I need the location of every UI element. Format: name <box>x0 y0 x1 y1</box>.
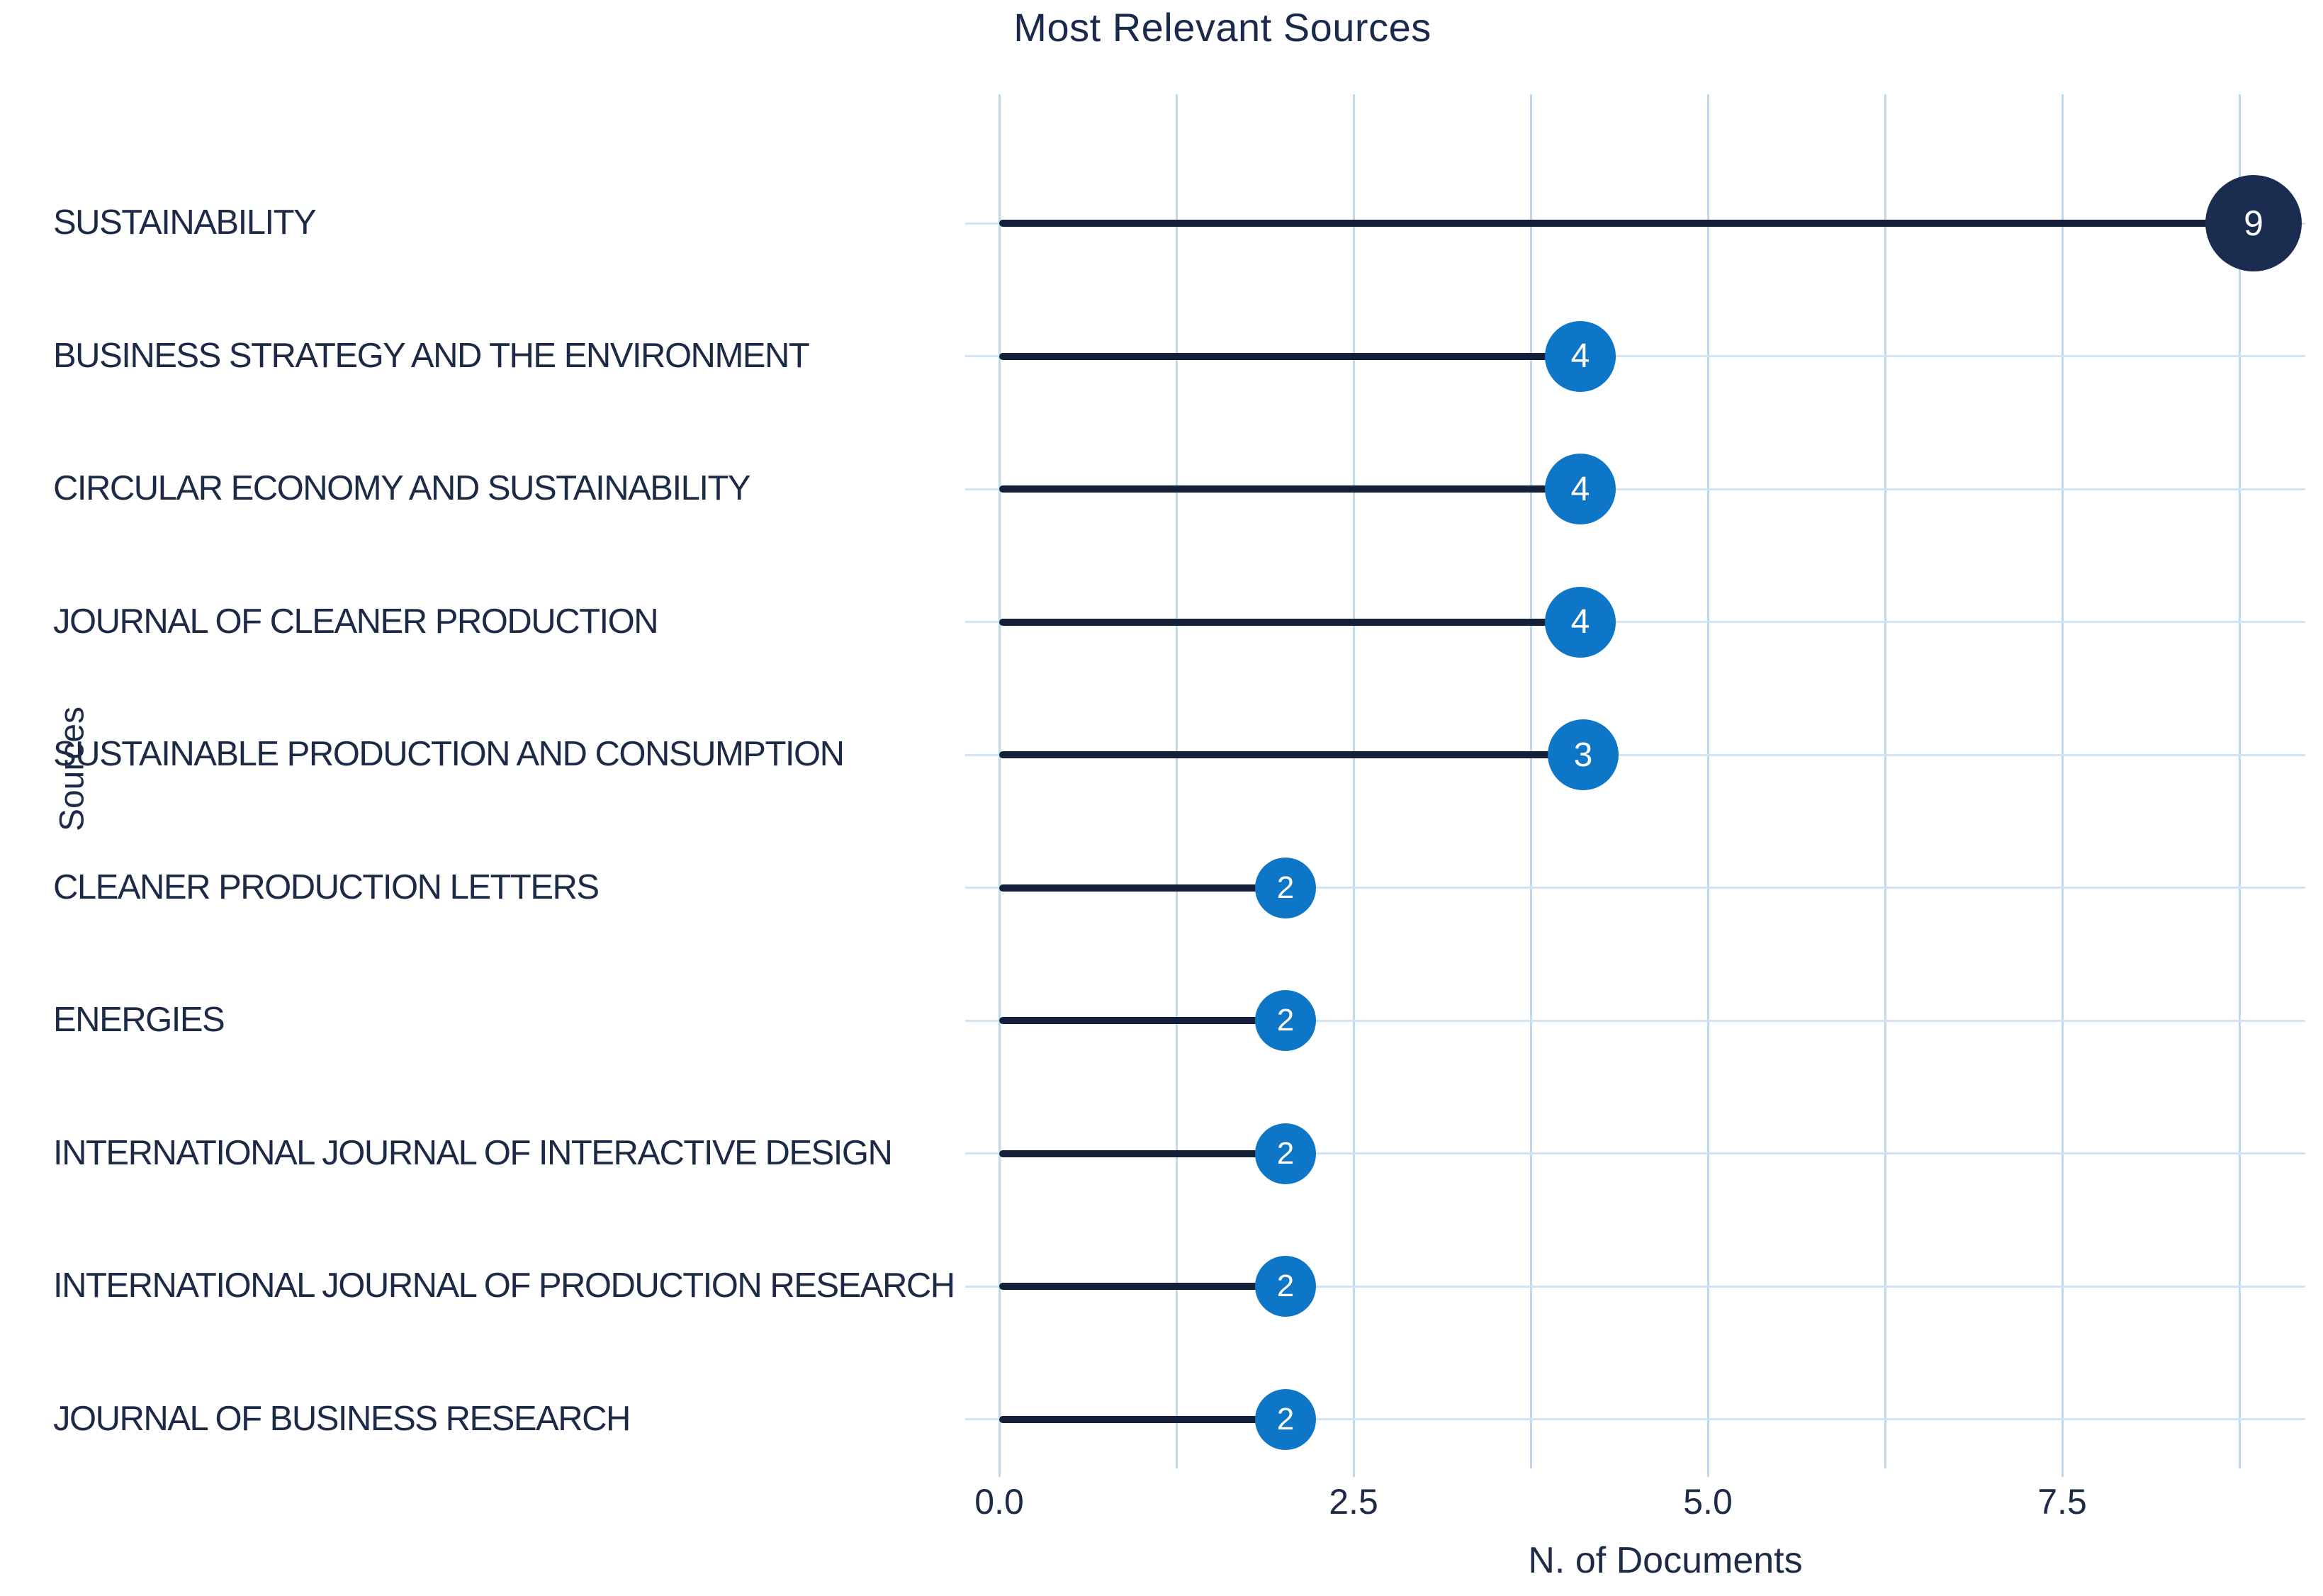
category-label: SUSTAINABLE PRODUCTION AND CONSUMPTION <box>53 734 845 773</box>
x-tick-mark <box>1706 1468 1709 1477</box>
dot-value-label: 2 <box>1276 1003 1295 1038</box>
lollipop-stem <box>999 751 1583 758</box>
dot-value-label: 9 <box>2244 203 2263 243</box>
chart-title: Most Relevant Sources <box>1013 5 1432 50</box>
category-label: CIRCULAR ECONOMY AND SUSTAINABILITY <box>53 468 751 507</box>
x-tick-label: 7.5 <box>2037 1482 2087 1522</box>
x-tick-label: 0.0 <box>974 1482 1024 1522</box>
v-gridline <box>1352 94 1355 1468</box>
x-tick-label: 2.5 <box>1329 1482 1378 1522</box>
lollipop-dot[interactable]: 2 <box>1255 990 1316 1051</box>
lollipop-dot[interactable]: 2 <box>1255 1256 1316 1317</box>
h-gridline <box>965 1418 2305 1420</box>
lollipop-dot[interactable]: 3 <box>1548 719 1619 790</box>
v-gridline <box>1175 94 1178 1468</box>
lollipop-stem <box>999 1283 1286 1290</box>
lollipop-stem <box>999 1017 1286 1024</box>
lollipop-stem <box>999 220 2254 227</box>
h-gridline <box>965 753 2305 756</box>
h-gridline <box>965 1285 2305 1288</box>
lollipop-stem <box>999 1415 1286 1423</box>
h-gridline <box>965 488 2305 490</box>
h-gridline <box>965 355 2305 357</box>
x-tick-mark <box>1352 1468 1355 1477</box>
lollipop-dot[interactable]: 4 <box>1545 454 1616 524</box>
lollipop-stem <box>999 352 1580 360</box>
dot-value-label: 4 <box>1570 470 1590 508</box>
v-gridline <box>2061 94 2064 1468</box>
h-gridline <box>965 1019 2305 1022</box>
dot-value-label: 2 <box>1276 1269 1295 1303</box>
category-label: INTERNATIONAL JOURNAL OF PRODUCTION RESE… <box>53 1266 955 1305</box>
lollipop-dot[interactable]: 4 <box>1545 586 1616 658</box>
lollipop-dot[interactable]: 9 <box>2205 175 2302 271</box>
x-tick-mark <box>998 1468 1001 1477</box>
dot-value-label: 4 <box>1570 603 1590 641</box>
v-gridline <box>1529 94 1532 1468</box>
v-gridline <box>1884 94 1886 1468</box>
dot-value-label: 2 <box>1276 1135 1295 1171</box>
lollipop-dot[interactable]: 2 <box>1255 857 1316 918</box>
h-gridline <box>965 1152 2305 1154</box>
lollipop-stem <box>999 884 1286 892</box>
dot-value-label: 2 <box>1276 870 1295 905</box>
lollipop-dot[interactable]: 2 <box>1255 1123 1316 1184</box>
lollipop-dot[interactable]: 2 <box>1255 1388 1316 1450</box>
dot-value-label: 3 <box>1573 736 1593 774</box>
category-label: BUSINESS STRATEGY AND THE ENVIRONMENT <box>53 336 810 375</box>
dot-value-label: 4 <box>1570 337 1590 375</box>
lollipop-stem <box>999 485 1580 493</box>
h-gridline <box>965 887 2305 889</box>
category-label: SUSTAINABILITY <box>53 203 317 242</box>
x-axis-title: N. of Documents <box>1528 1540 1803 1581</box>
v-gridline <box>1706 94 1709 1468</box>
category-label: INTERNATIONAL JOURNAL OF INTERACTIVE DES… <box>53 1133 893 1172</box>
category-label: CLEANER PRODUCTION LETTERS <box>53 867 600 906</box>
lollipop-stem <box>999 1150 1286 1157</box>
lollipop-stem <box>999 618 1580 626</box>
h-gridline <box>965 621 2305 623</box>
category-label: ENERGIES <box>53 1000 225 1039</box>
dot-value-label: 2 <box>1276 1401 1295 1437</box>
v-gridline <box>2238 94 2241 1468</box>
lollipop-dot[interactable]: 4 <box>1545 320 1616 392</box>
category-label: JOURNAL OF CLEANER PRODUCTION <box>53 602 659 641</box>
v-gridline <box>998 94 1001 1468</box>
x-tick-label: 5.0 <box>1683 1482 1733 1522</box>
category-label: JOURNAL OF BUSINESS RESEARCH <box>53 1399 631 1438</box>
x-tick-mark <box>2061 1468 2064 1477</box>
